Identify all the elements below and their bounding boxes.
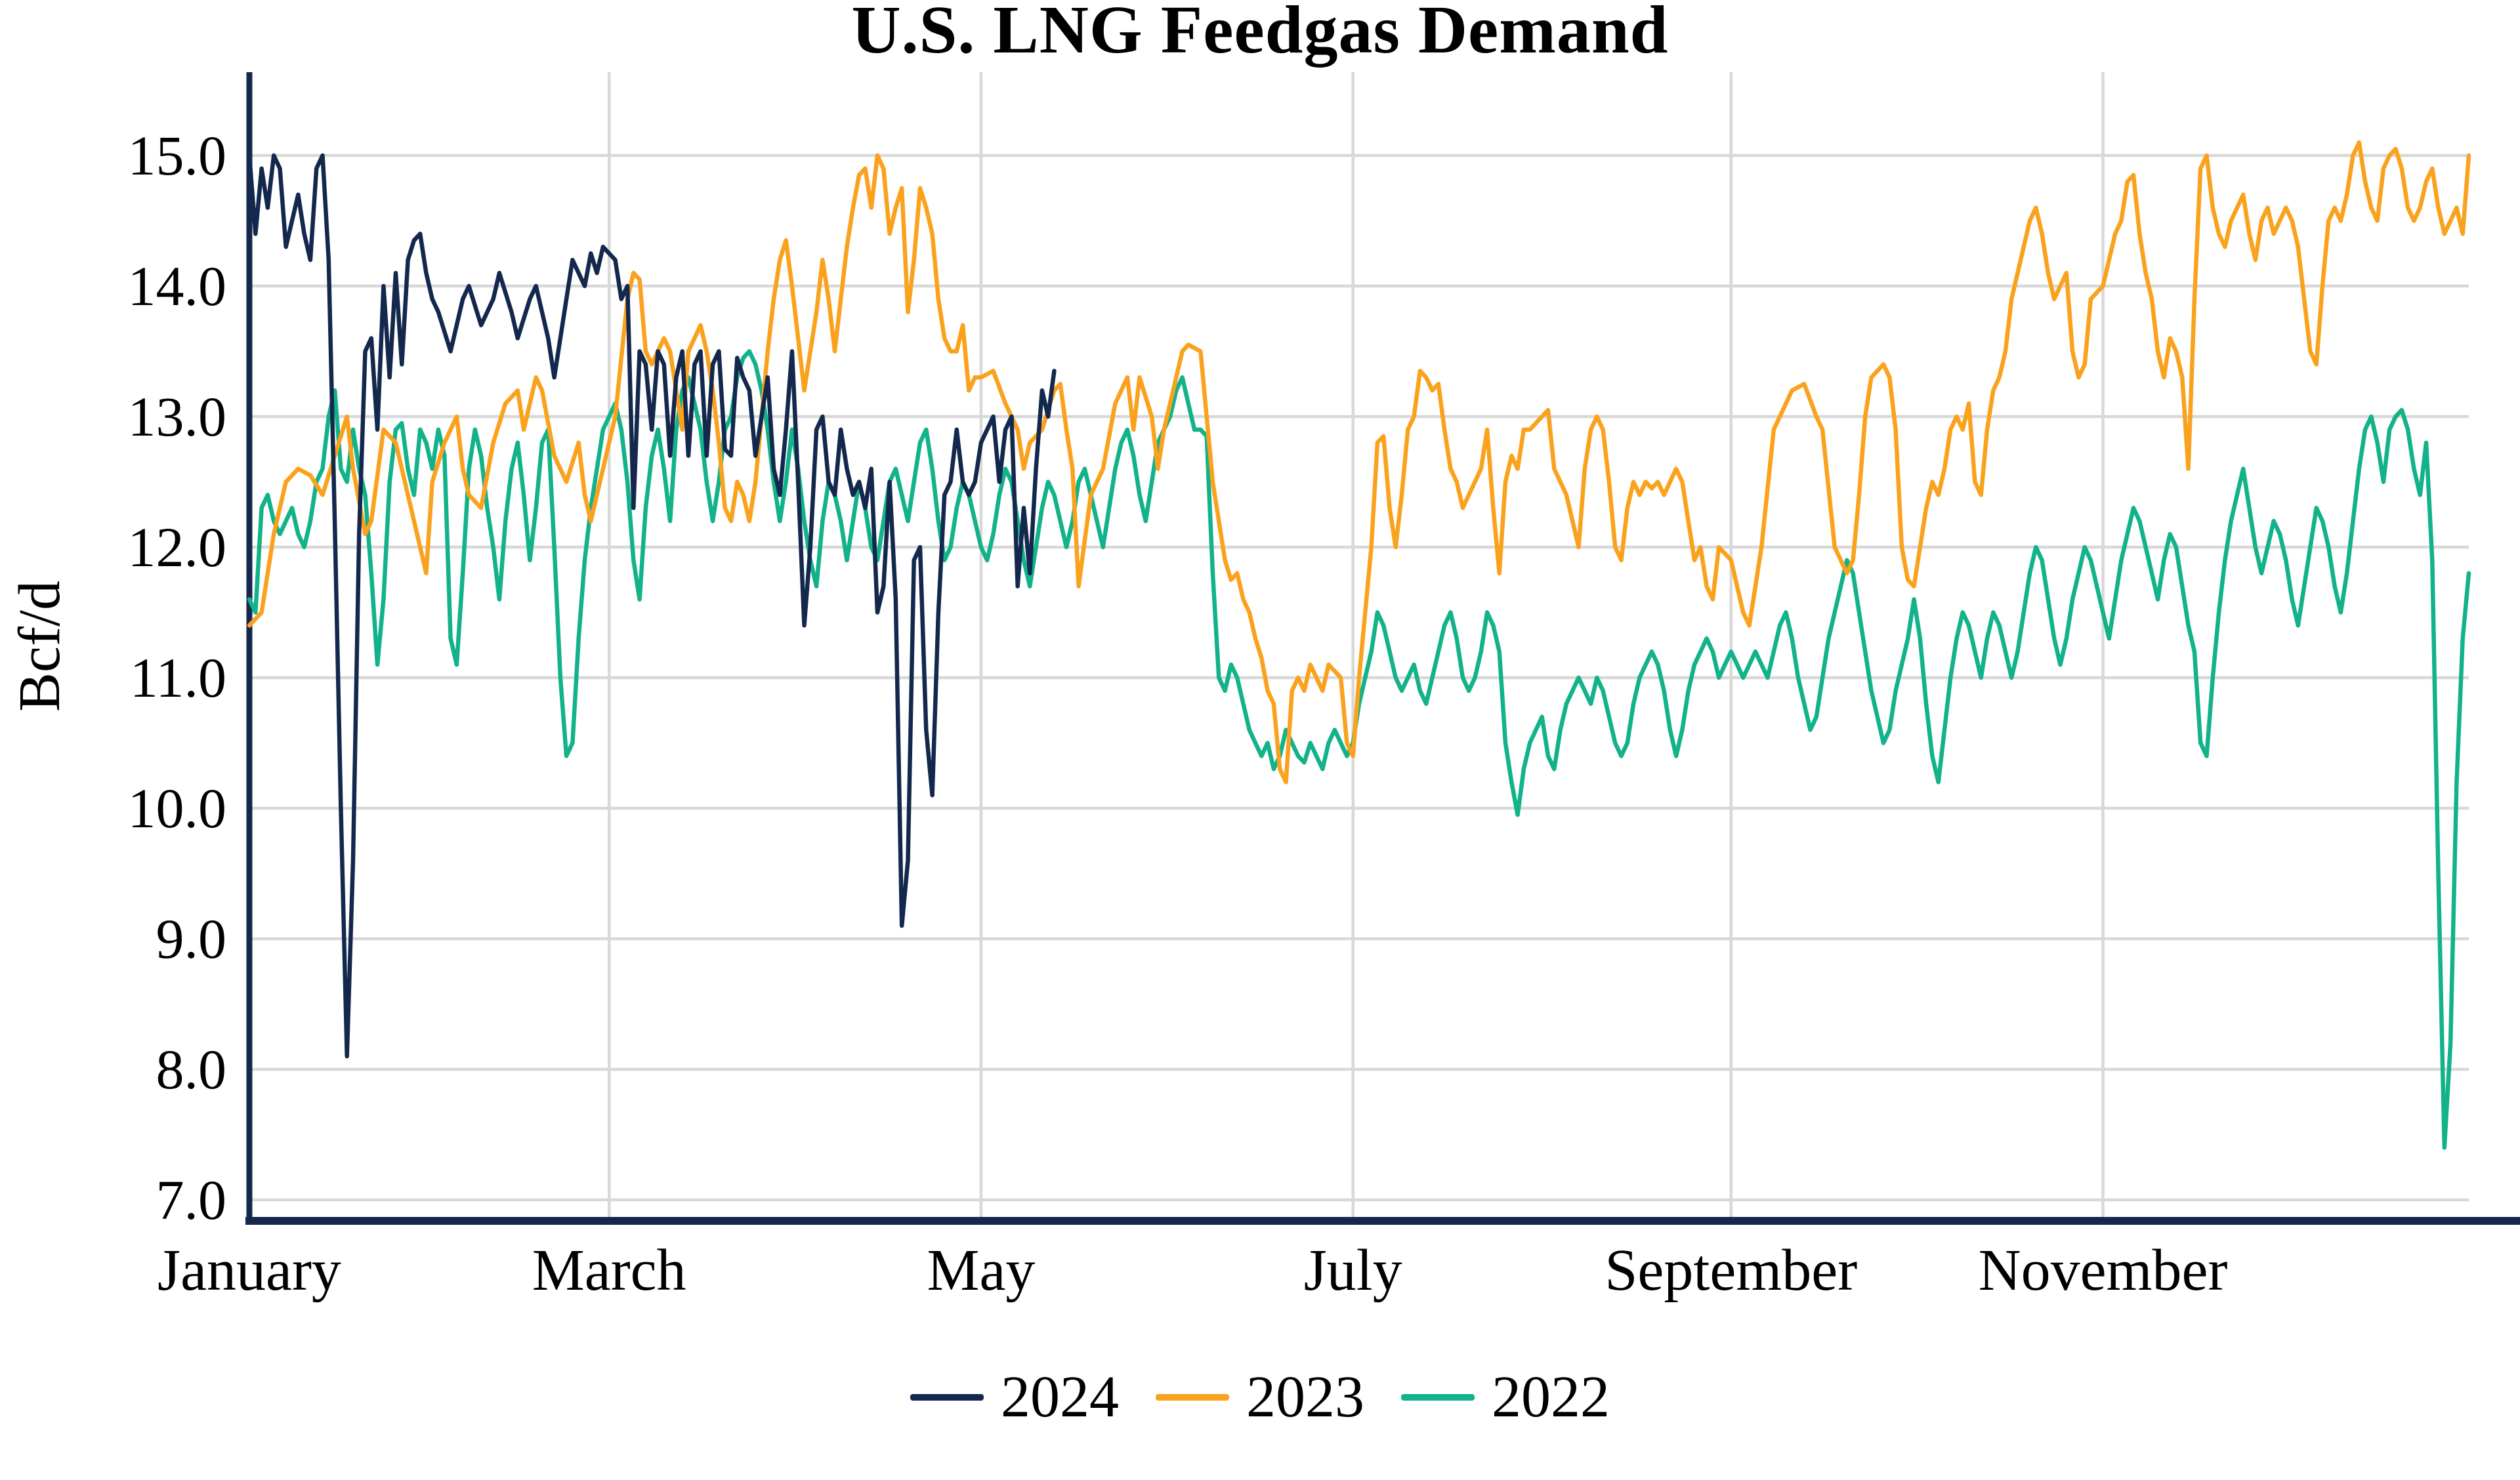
legend-item-2024: 2024 (910, 1363, 1119, 1431)
x-tick-label-january: January (158, 1238, 341, 1303)
y-tick-label-9: 9.0 (156, 907, 227, 970)
y-tick-label-15: 15.0 (127, 124, 227, 187)
y-tick-label-10: 10.0 (127, 777, 227, 840)
legend-label-2022: 2022 (1492, 1365, 1610, 1429)
legend-label-2023: 2023 (1246, 1365, 1364, 1429)
y-axis-title: Bcf/d (7, 581, 72, 712)
legend-item-2022: 2022 (1401, 1363, 1610, 1431)
chart-title: U.S. LNG Feedgas Demand (851, 0, 1669, 68)
legend: 2024 2023 2022 (0, 1363, 2520, 1431)
series-2024-line (247, 153, 1057, 1059)
legend-item-2023: 2023 (1156, 1363, 1364, 1431)
y-tick-label-8: 8.0 (156, 1038, 227, 1101)
y-tick-label-12: 12.0 (127, 516, 227, 579)
series-2023-line (247, 140, 2471, 785)
x-tick-label-november: November (1978, 1238, 2228, 1303)
legend-label-2024: 2024 (1001, 1365, 1119, 1429)
y-tick-label-14: 14.0 (127, 255, 227, 318)
legend-swatch-2023 (1156, 1393, 1229, 1401)
x-tick-label-may: May (927, 1238, 1036, 1303)
x-tick-label-september: September (1605, 1238, 1858, 1303)
y-tick-label-13: 13.0 (127, 385, 227, 448)
x-tick-label-march: March (532, 1238, 686, 1303)
y-tick-label-11: 11.0 (129, 646, 226, 709)
legend-swatch-2024 (910, 1393, 984, 1401)
legend-swatch-2022 (1401, 1393, 1475, 1401)
y-tick-label-7: 7.0 (156, 1168, 227, 1231)
x-tick-label-july: July (1303, 1238, 1402, 1303)
